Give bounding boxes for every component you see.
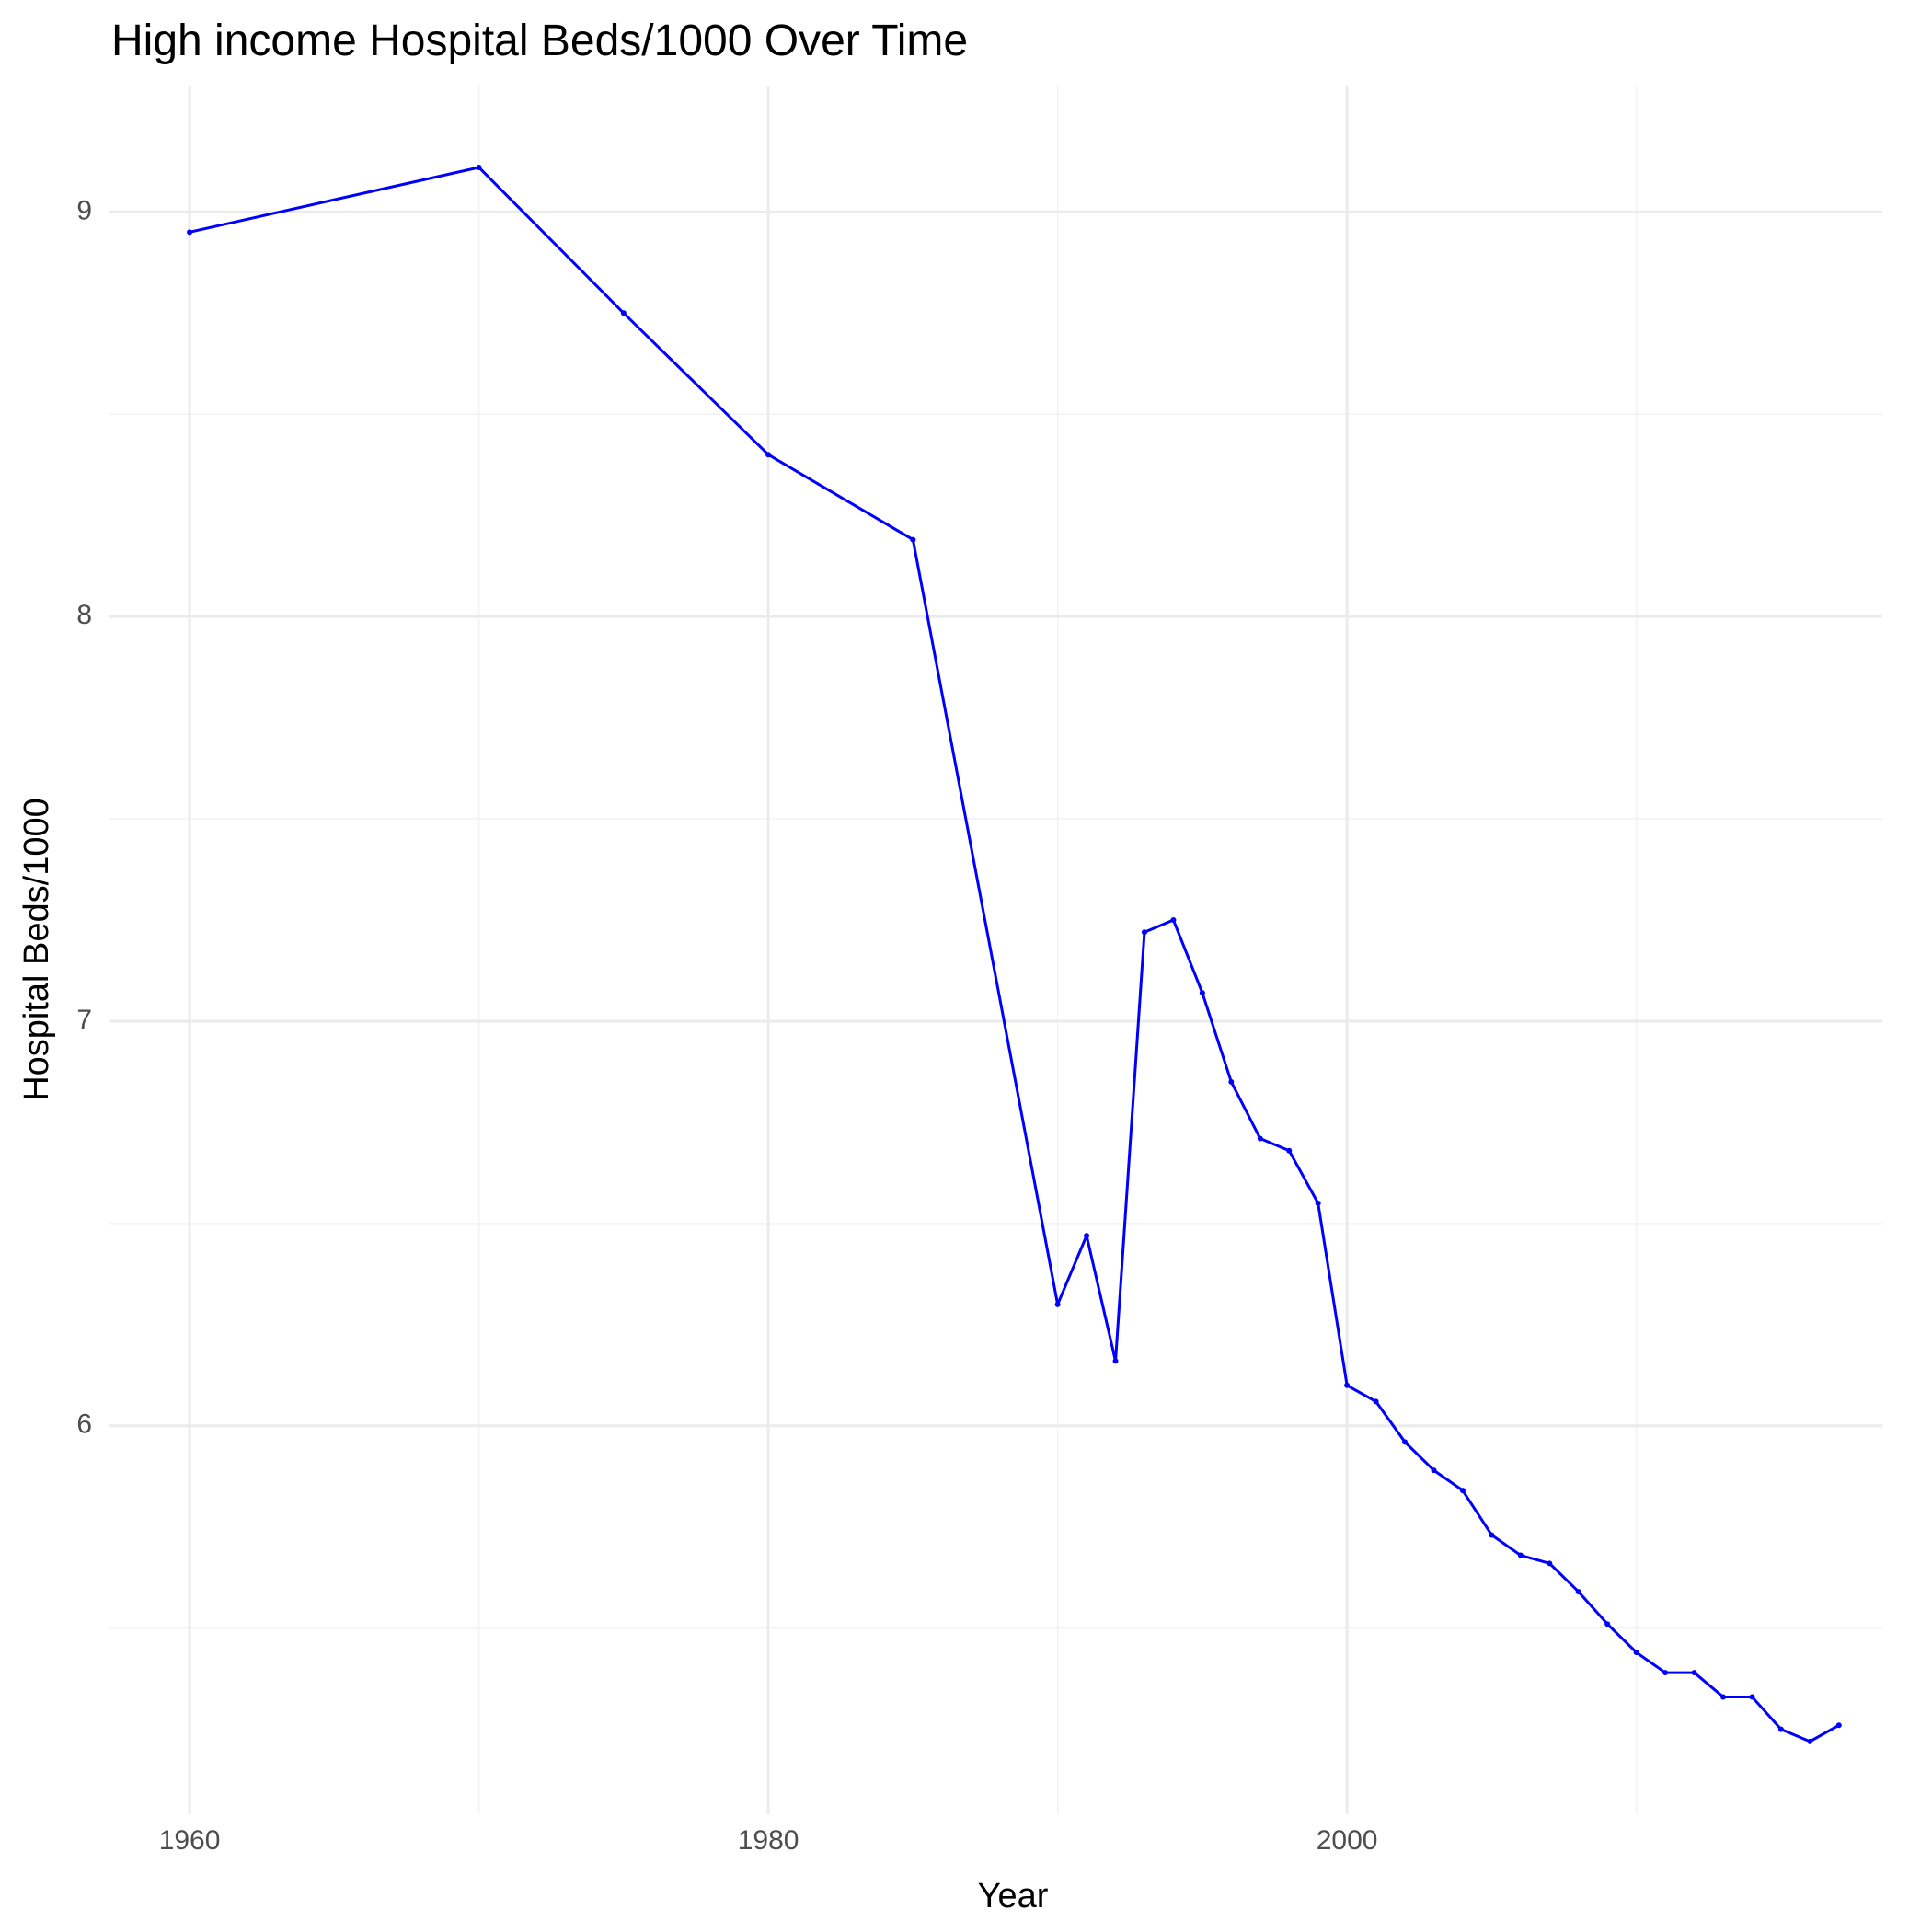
data-line — [189, 166, 1840, 1743]
data-point — [1141, 929, 1147, 936]
x-tick-label: 2000 — [1317, 1825, 1378, 1856]
data-point — [1633, 1650, 1639, 1656]
data-point — [1084, 1233, 1090, 1239]
data-point — [1344, 1382, 1351, 1388]
x-tick-label: 1960 — [159, 1825, 221, 1856]
x-tick-label: 1980 — [738, 1825, 799, 1856]
data-point — [1257, 1135, 1263, 1142]
data-point — [910, 536, 916, 543]
y-axis-title: Hospital Beds/1000 — [17, 798, 56, 1101]
data-point — [1286, 1147, 1293, 1154]
data-point — [476, 164, 482, 170]
data-point — [1662, 1670, 1669, 1676]
chart-title: High income Hospital Beds/1000 Over Time — [111, 17, 968, 65]
data-point — [1489, 1532, 1495, 1538]
data-point — [1575, 1589, 1581, 1595]
data-point — [1777, 1726, 1784, 1732]
data-point — [1691, 1670, 1697, 1676]
data-point — [1749, 1694, 1755, 1700]
data-point — [1228, 1078, 1235, 1085]
data-point — [187, 229, 193, 236]
data-point — [1112, 1358, 1119, 1364]
data-point — [1604, 1621, 1611, 1627]
data-point — [1402, 1439, 1409, 1445]
data-point — [1170, 917, 1177, 924]
data-point — [1547, 1560, 1553, 1567]
data-point — [1835, 1722, 1842, 1729]
data-point — [1517, 1552, 1524, 1558]
y-tick-label: 7 — [76, 1005, 92, 1035]
data-point — [1807, 1738, 1813, 1744]
data-point — [1054, 1301, 1061, 1307]
data-point — [1431, 1467, 1437, 1474]
data-point — [1459, 1488, 1466, 1494]
data-point — [1373, 1398, 1379, 1405]
data-point — [765, 452, 772, 458]
data-point — [620, 310, 627, 316]
x-axis-title: Year — [978, 1877, 1049, 1915]
y-tick-label: 9 — [76, 195, 92, 225]
data-point — [1720, 1694, 1727, 1700]
y-tick-label: 6 — [76, 1409, 92, 1440]
data-point — [1315, 1200, 1321, 1206]
data-point — [1199, 990, 1205, 996]
y-tick-label: 8 — [76, 600, 92, 630]
